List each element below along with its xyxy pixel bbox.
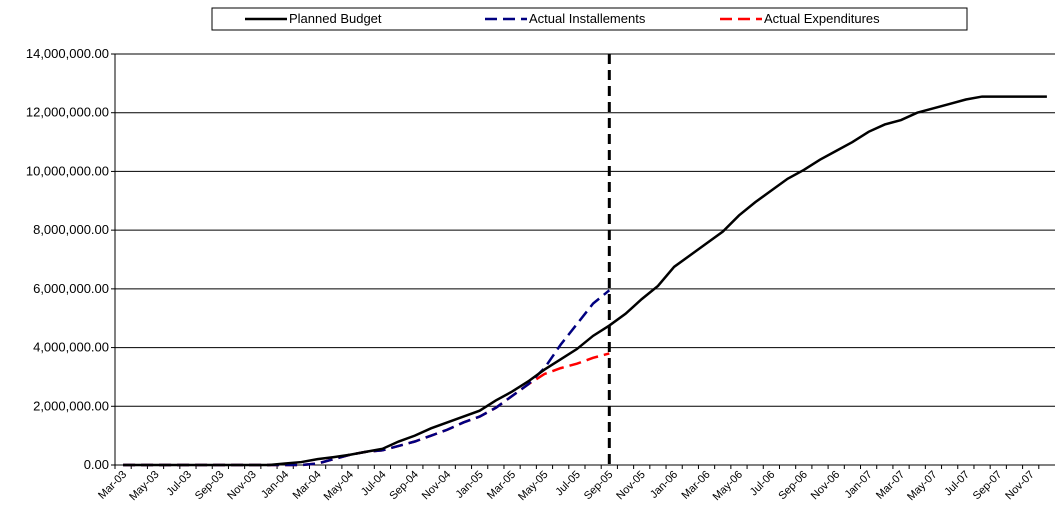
x-tick-label: Jan-07 [842,469,874,501]
y-tick-label: 12,000,000.00 [26,105,109,120]
x-tick-label: Jul-05 [553,469,583,499]
legend [211,7,968,31]
x-tick-label: May-03 [127,469,161,503]
y-tick-label: 10,000,000.00 [26,163,109,178]
legend-label: Actual Installements [529,11,646,26]
x-tick-label: Mar-07 [874,469,907,502]
x-tick-label: Mar-03 [96,469,129,502]
legend-label: Planned Budget [289,11,382,26]
x-tick-label: Jul-03 [164,469,194,499]
x-tick-label: Jan-05 [454,469,486,501]
x-tick-label: Sep-03 [193,469,227,503]
x-tick-label: Mar-06 [680,469,713,502]
y-tick-label: 6,000,000.00 [33,281,109,296]
y-tick-label: 8,000,000.00 [33,222,109,237]
x-tick-label: Nov-04 [420,469,454,503]
legend-label: Actual Expenditures [764,11,880,26]
x-tick-label: Sep-06 [776,469,810,503]
x-tick-label: Nov-03 [225,469,259,503]
y-tick-label: 4,000,000.00 [33,340,109,355]
x-tick-label: May-05 [516,469,550,503]
x-tick-label: Nov-06 [809,469,843,503]
x-tick-label: Jul-06 [748,469,778,499]
y-tick-label: 0.00 [84,457,109,472]
x-tick-label: Sep-05 [582,469,616,503]
x-tick-label: Mar-04 [291,469,324,502]
x-tick-label: Jul-04 [359,469,389,499]
x-tick-label: Jan-04 [259,469,291,501]
series-line [123,95,1047,467]
y-tick-label: 14,000,000.00 [26,46,109,61]
x-tick-label: Nov-05 [614,469,648,503]
x-tick-label: Nov-07 [1003,469,1037,503]
x-tick-label: May-04 [322,469,356,503]
series-line [123,289,611,467]
series-line [123,352,610,467]
x-tick-label: Sep-07 [971,469,1005,503]
x-tick-label: Sep-04 [387,469,421,503]
y-tick-label: 2,000,000.00 [33,398,109,413]
x-tick-label: Jul-07 [942,469,972,499]
x-tick-label: May-06 [711,469,745,503]
x-tick-label: Mar-05 [485,469,518,502]
x-tick-label: May-07 [905,469,939,503]
x-tick-label: Jan-06 [648,469,680,501]
